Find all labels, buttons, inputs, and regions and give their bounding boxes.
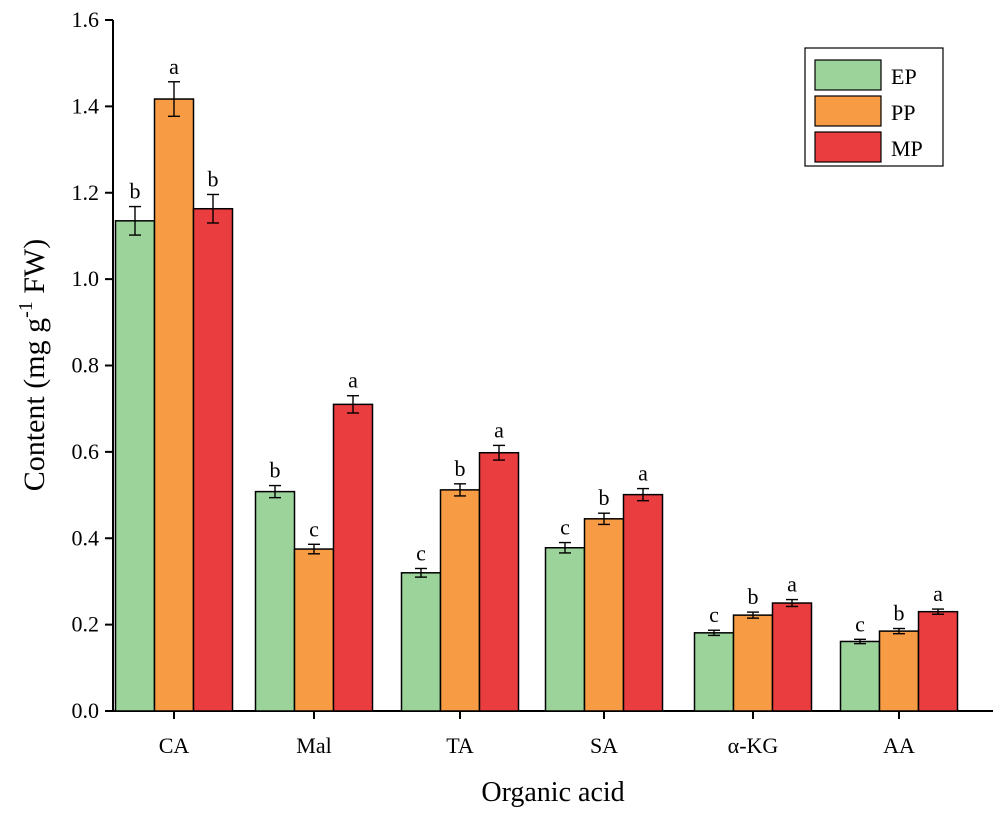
legend-swatch-mp xyxy=(814,131,882,163)
y-tick-label: 0.0 xyxy=(72,698,100,723)
significance-letter: b xyxy=(748,584,759,609)
bar-pp xyxy=(583,518,625,712)
y-tick-label: 0.8 xyxy=(72,353,100,378)
bars: b a b b c a c b a c b a c b a c b a xyxy=(114,54,959,712)
significance-letter: c xyxy=(309,516,319,541)
bar-pp xyxy=(293,548,335,712)
legend-label-pp: PP xyxy=(891,100,915,125)
bar-mp xyxy=(332,403,374,712)
x-ticks: CA Mal TA SA α-KG AA xyxy=(159,711,915,758)
legend-label-mp: MP xyxy=(891,136,923,161)
legend-swatch-pp xyxy=(814,95,882,127)
bar-ep xyxy=(693,632,735,712)
bar-mp xyxy=(917,610,959,712)
significance-letter: b xyxy=(599,485,610,510)
bar-pp xyxy=(439,489,481,712)
legend-swatch-ep xyxy=(814,59,882,91)
x-tick-label: Mal xyxy=(296,733,331,758)
y-tick-label: 0.4 xyxy=(72,525,100,550)
x-tick-label: TA xyxy=(446,733,474,758)
y-axis-label-sup: -1 xyxy=(15,301,37,318)
y-tick-label: 0.6 xyxy=(72,439,100,464)
x-tick-label: AA xyxy=(883,733,915,758)
bar-ep xyxy=(114,220,156,712)
y-tick-label: 1.4 xyxy=(72,93,100,118)
significance-letter: c xyxy=(855,611,865,636)
significance-letter: a xyxy=(494,417,504,442)
significance-letter: c xyxy=(416,540,426,565)
y-axis-label: Content (mg g-1 FW) xyxy=(15,239,51,492)
bar-ep xyxy=(400,572,442,712)
bar-mp xyxy=(771,602,813,712)
x-axis-label: Organic acid xyxy=(481,777,624,808)
y-axis-label-main: Content (mg g xyxy=(18,318,51,491)
legend-label-ep: EP xyxy=(891,64,917,89)
significance-letter: a xyxy=(348,368,358,393)
significance-letter: a xyxy=(933,581,943,606)
significance-letter: a xyxy=(787,572,797,597)
x-tick-label: CA xyxy=(159,733,190,758)
significance-letter: b xyxy=(455,456,466,481)
y-tick-label: 1.6 xyxy=(72,7,100,32)
significance-letter: c xyxy=(560,515,570,540)
y-tick-label: 0.2 xyxy=(72,612,100,637)
significance-letter: b xyxy=(894,601,905,626)
bar-ep xyxy=(839,640,881,712)
bar-pp xyxy=(153,98,195,712)
significance-letter: b xyxy=(130,179,141,204)
bar-ep xyxy=(544,547,586,712)
significance-letter: a xyxy=(638,461,648,486)
y-ticks: 0.0 0.2 0.4 0.6 0.8 1.0 1.2 1.4 1.6 xyxy=(72,7,113,723)
significance-letter: b xyxy=(208,166,219,191)
y-tick-label: 1.0 xyxy=(72,266,100,291)
x-tick-label: SA xyxy=(590,733,618,758)
significance-letter: a xyxy=(169,54,179,79)
bar-mp xyxy=(478,451,520,712)
y-axis-label-tail: FW) xyxy=(18,239,51,302)
bar-pp xyxy=(878,630,920,712)
legend: EP PP MP xyxy=(804,47,944,167)
y-tick-label: 1.2 xyxy=(72,180,100,205)
significance-letter: c xyxy=(709,602,719,627)
x-tick-label: α-KG xyxy=(728,733,779,758)
bar-mp xyxy=(622,493,664,712)
bar-pp xyxy=(732,614,774,712)
bar-mp xyxy=(192,207,234,712)
bar-ep xyxy=(254,490,296,712)
significance-letter: b xyxy=(270,458,281,483)
